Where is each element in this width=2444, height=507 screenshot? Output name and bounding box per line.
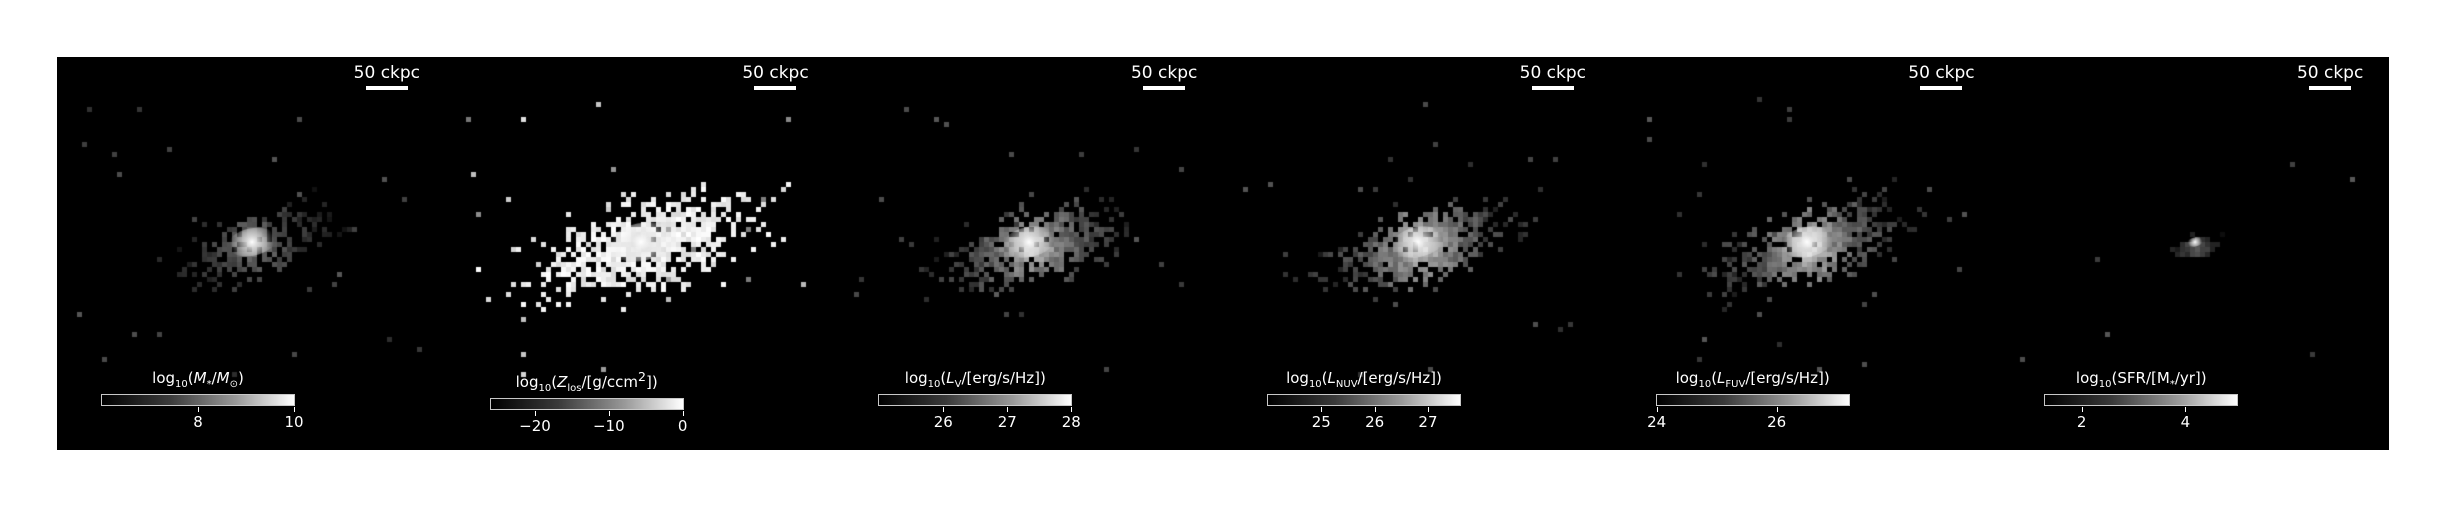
colorbar: log10(LNUV/[erg/s/Hz]) 25 26 27 [1266,369,1461,431]
scale-bar-label: 50 ckpc [353,63,421,83]
panel-stellar-mass: 50 ckpc log10(M*/M⊙) 8 10 [57,57,446,450]
scale-bar: 50 ckpc [742,63,809,90]
colorbar-tick-label: 10 [284,413,304,431]
colorbar-tick [2185,407,2187,412]
map-image [2000,57,2389,450]
panel-nuv: 50 ckpc log10(LNUV/[erg/s/Hz]) 25 26 27 [1222,57,1612,450]
colorbar-gradient: 25 26 27 [1266,394,1461,431]
colorbar: log10(LFUV/[erg/s/Hz]) 24 26 [1647,369,1850,431]
colorbar-tick [1321,407,1323,412]
colorbar: log10(LV/[erg/s/Hz]) 26 27 28 [878,369,1081,431]
colorbar-tick [1374,407,1376,412]
colorbar-tick-label: −20 [519,417,551,435]
colorbar-tick-label: 26 [933,413,953,431]
colorbar-tick [1007,407,1009,412]
colorbar-tick-label: 8 [193,413,203,431]
colorbar-tick-label: 24 [1647,413,1667,431]
colorbar-gradient: 24 26 [1647,394,1850,431]
colorbar-tick-label: 27 [997,413,1017,431]
colorbar-tick-label: 4 [2180,413,2191,431]
map-image [57,57,446,450]
scale-bar: 50 ckpc [1131,63,1197,90]
scale-bar: 50 ckpc [354,63,420,90]
scale-bar: 50 ckpc [1520,63,1586,90]
map-image [445,57,835,450]
scale-bar-label: 50 ckpc [2296,63,2364,83]
colorbar-tick-label: 27 [1418,413,1438,431]
map-image [1222,57,1612,450]
scale-bar-label: 50 ckpc [1130,63,1198,83]
panel-metallicity: 50 ckpc log10(Zlos/[g/ccm2]) −20 −10 0 [445,57,835,450]
colorbar-gradient: −20 −10 0 [489,398,687,435]
colorbar-tick-label: 25 [1311,413,1331,431]
colorbar-tick-label: 2 [2076,413,2087,431]
colorbar-label: log10(LFUV/[erg/s/Hz]) [1675,369,1830,390]
colorbar-gradient: 8 10 [101,394,304,431]
scale-bar-label: 50 ckpc [1908,63,1975,83]
scale-bar-line [1531,86,1574,90]
colorbar: log10(Zlos/[g/ccm2]) −20 −10 0 [489,369,687,435]
colorbar-tick [198,407,199,412]
scale-bar: 50 ckpc [1908,63,1975,90]
colorbar-tick [1071,407,1073,412]
scale-bar-line [1920,86,1963,90]
colorbar-tick-label: 26 [1767,413,1787,431]
figure: 50 ckpc log10(M*/M⊙) 8 10 50 ckpc log10(Z… [57,57,2389,450]
colorbar-label: log10(Zlos/[g/ccm2]) [515,369,658,394]
colorbar-tick [1656,407,1658,412]
colorbar-gradient: 26 27 28 [878,394,1081,431]
colorbar-tick [943,407,945,412]
colorbar-tick [534,411,536,416]
scale-bar-line [2308,86,2351,90]
colorbar-tick-label: 28 [1061,413,1081,431]
colorbar-tick-label: 0 [677,417,688,435]
colorbar-label: log10(LNUV/[erg/s/Hz]) [1286,369,1442,390]
scale-bar-line [1142,86,1185,90]
colorbar-tick [1427,407,1429,412]
panel-v-band: 50 ckpc log10(LV/[erg/s/Hz]) 26 27 28 [834,57,1223,450]
map-image [1611,57,2001,450]
colorbar-tick [682,411,684,416]
map-image [834,57,1223,450]
colorbar-tick [608,411,610,416]
scale-bar: 50 ckpc [2297,63,2363,90]
panel-fuv: 50 ckpc log10(LFUV/[erg/s/Hz]) 24 26 [1611,57,2001,450]
scale-bar-label: 50 ckpc [1519,63,1586,83]
colorbar-tick-label: 26 [1365,413,1385,431]
colorbar-label: log10(SFR/[M*/yr]) [2075,369,2207,390]
colorbar: log10(M*/M⊙) 8 10 [101,369,304,431]
scale-bar-label: 50 ckpc [742,63,809,83]
colorbar-label: log10(LV/[erg/s/Hz]) [904,369,1046,390]
colorbar-tick [1776,407,1778,412]
colorbar-tick [2081,407,2083,412]
scale-bar-line [754,86,797,90]
colorbar-label: log10(M*/M⊙) [152,369,244,390]
colorbar-tick-label: −10 [592,417,625,435]
scale-bar-line [365,86,408,90]
colorbar-tick [294,407,295,412]
